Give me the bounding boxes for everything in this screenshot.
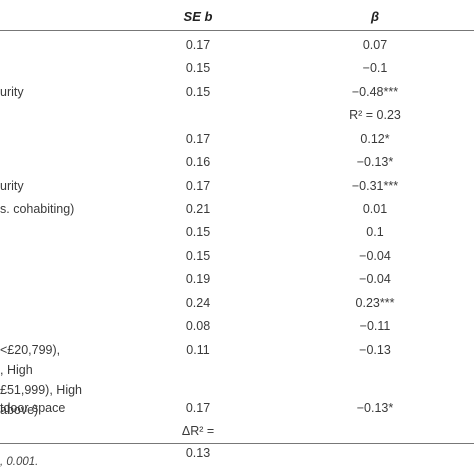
- table-row: s. cohabiting) 0.21 0.01: [0, 198, 474, 220]
- table-row: urity 0.15 −0.48***: [0, 81, 474, 103]
- beta-value: −0.13*: [356, 155, 394, 169]
- table-row: 0.15 −0.04: [0, 245, 474, 267]
- beta-value: 0.1: [366, 225, 384, 239]
- se-b-value: 0.15: [185, 85, 211, 99]
- beta-value: −0.13*: [356, 401, 394, 415]
- header-beta: β: [370, 9, 380, 24]
- se-b-value: 0.15: [185, 249, 211, 263]
- table-row: 0.15 −0.1: [0, 57, 474, 79]
- beta-value: −0.04: [359, 249, 391, 263]
- beta-value: −0.1: [362, 61, 388, 75]
- delta-r-squared-value: ΔR² = 0.13: [181, 424, 215, 460]
- table-row: R² = 0.23: [0, 104, 474, 126]
- beta-value: 0.12*: [360, 132, 390, 146]
- table-row: 0.08 −0.11: [0, 315, 474, 337]
- beta-value: −0.48***: [351, 85, 399, 99]
- r-squared-value: R² = 0.23: [349, 108, 401, 122]
- row-label: tdoor space: [0, 401, 66, 415]
- beta-value: −0.31***: [351, 179, 399, 193]
- header-se-b: SE b: [183, 9, 213, 24]
- table-row: <£20,799), , High £51,999), High above) …: [0, 339, 474, 417]
- se-b-value: 0.17: [185, 179, 211, 193]
- beta-value: 0.07: [362, 38, 388, 52]
- beta-value: −0.11: [359, 319, 391, 333]
- table-row: 0.24 0.23***: [0, 292, 474, 314]
- table-footnote: , 0.001.: [0, 456, 39, 468]
- beta-value: −0.13: [359, 343, 391, 357]
- se-b-value: 0.16: [185, 155, 211, 169]
- se-b-value: 0.17: [185, 401, 211, 415]
- table-row: 0.15 0.1: [0, 221, 474, 243]
- row-label: urity: [0, 85, 24, 99]
- se-b-value: 0.21: [185, 202, 211, 216]
- beta-value: 0.01: [362, 202, 388, 216]
- table-row: ΔR² = 0.13: [0, 420, 474, 460]
- se-b-value: 0.15: [185, 225, 211, 239]
- se-b-value: 0.19: [185, 272, 211, 286]
- se-b-value: 0.17: [185, 38, 211, 52]
- row-label: urity: [0, 179, 24, 193]
- table-row: 0.19 −0.04: [0, 268, 474, 290]
- se-b-value: 0.11: [186, 343, 210, 357]
- top-rule: [0, 30, 474, 31]
- table-row: urity 0.17 −0.31***: [0, 175, 474, 197]
- se-b-value: 0.15: [185, 61, 211, 75]
- se-b-value: 0.08: [185, 319, 211, 333]
- table-row: tdoor space 0.17 −0.13*: [0, 397, 474, 419]
- bottom-rule: [0, 443, 474, 444]
- beta-value: −0.04: [359, 272, 391, 286]
- se-b-value: 0.24: [185, 296, 211, 310]
- row-label: s. cohabiting): [0, 202, 75, 216]
- table-row: 0.16 −0.13*: [0, 151, 474, 173]
- table-row: 0.17 0.07: [0, 34, 474, 56]
- table-row: 0.17 0.12*: [0, 128, 474, 150]
- row-label: <£20,799), , High £51,999), High above): [0, 343, 83, 417]
- se-b-value: 0.17: [185, 132, 211, 146]
- beta-value: 0.23***: [355, 296, 395, 310]
